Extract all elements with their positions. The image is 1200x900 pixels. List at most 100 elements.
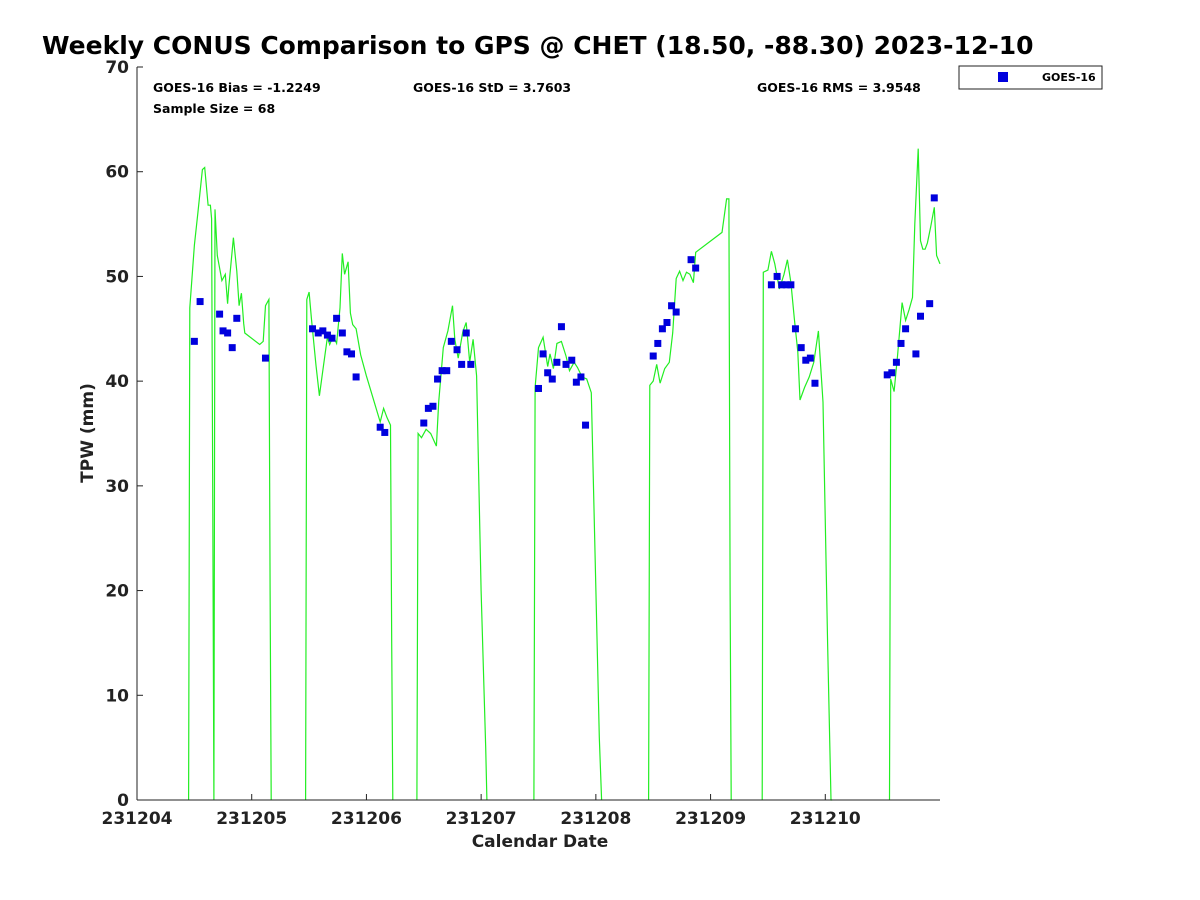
goes16-point xyxy=(458,360,466,368)
goes16-point xyxy=(582,421,590,429)
goes16-point xyxy=(376,423,384,431)
goes16-point xyxy=(562,360,570,368)
goes16-points xyxy=(190,194,938,436)
goes16-point xyxy=(658,325,666,333)
goes16-point xyxy=(420,419,428,427)
y-tick-label: 60 xyxy=(105,163,129,183)
goes16-point xyxy=(333,314,341,322)
x-tick-label: 231210 xyxy=(790,809,861,829)
goes16-point xyxy=(462,329,470,337)
plot-area xyxy=(136,67,941,801)
goes16-point xyxy=(663,319,671,327)
goes16-point xyxy=(649,352,657,360)
goes16-point xyxy=(672,308,680,316)
goes16-point xyxy=(930,194,938,202)
gps-series-line xyxy=(305,253,394,801)
legend-box xyxy=(958,65,1103,90)
goes16-point xyxy=(539,350,547,358)
goes16-point xyxy=(443,367,451,375)
goes16-point xyxy=(802,356,810,364)
y-tick-label: 10 xyxy=(105,686,129,706)
goes16-point xyxy=(557,323,565,331)
goes16-point xyxy=(926,300,934,308)
goes16-point xyxy=(687,256,695,264)
goes16-point xyxy=(902,325,910,333)
goes16-point xyxy=(912,350,920,358)
goes16-point xyxy=(352,373,360,381)
y-tick-label: 70 xyxy=(105,58,129,78)
goes16-point xyxy=(811,379,819,387)
gps-series-line xyxy=(761,251,833,801)
x-tick-label: 231204 xyxy=(102,809,173,829)
goes16-point xyxy=(787,281,795,289)
legend-label: GOES-16 xyxy=(1042,71,1096,84)
y-axis-label: TPW (mm) xyxy=(78,383,98,483)
y-axis-ticks: 0 10 20 30 40 50 60 70 xyxy=(105,58,143,811)
sample-size-stat: Sample Size = 68 xyxy=(153,101,275,116)
goes16-point xyxy=(692,264,700,272)
goes16-point xyxy=(196,298,204,306)
goes16-point xyxy=(319,327,327,335)
std-stat: GOES-16 StD = 3.7603 xyxy=(413,80,571,95)
plot-background xyxy=(137,67,940,800)
goes16-point xyxy=(548,375,556,383)
x-tick-label: 231208 xyxy=(560,809,631,829)
goes16-point xyxy=(453,346,461,354)
goes16-point xyxy=(309,325,317,333)
goes16-point xyxy=(767,281,775,289)
goes16-point xyxy=(224,329,232,337)
goes16-point xyxy=(572,378,580,386)
gps-series-line xyxy=(647,198,732,801)
y-tick-label: 40 xyxy=(105,372,129,392)
goes16-point xyxy=(806,354,814,362)
x-axis-label: Calendar Date xyxy=(472,832,609,852)
x-tick-label: 231206 xyxy=(331,809,402,829)
goes16-point xyxy=(654,339,662,347)
goes16-point xyxy=(228,344,236,352)
goes16-point xyxy=(381,428,389,436)
legend: GOES-16 xyxy=(958,65,1103,90)
goes16-point xyxy=(429,402,437,410)
goes16-point xyxy=(261,354,269,362)
goes16-point xyxy=(553,358,561,366)
goes16-point xyxy=(544,369,552,377)
goes16-point xyxy=(323,331,331,339)
chart-title: Weekly CONUS Comparison to GPS @ CHET (1… xyxy=(42,31,1034,60)
x-tick-label: 231207 xyxy=(446,809,517,829)
goes16-point xyxy=(467,360,475,368)
y-tick-label: 20 xyxy=(105,582,129,602)
gps-series-line xyxy=(188,166,272,801)
goes16-point xyxy=(434,375,442,383)
x-tick-label: 231209 xyxy=(675,809,746,829)
rms-stat: GOES-16 RMS = 3.9548 xyxy=(757,80,921,95)
goes16-point xyxy=(797,344,805,352)
goes16-point xyxy=(216,310,224,318)
goes16-point xyxy=(892,358,900,366)
y-tick-label: 30 xyxy=(105,477,129,497)
goes16-point xyxy=(447,337,455,345)
goes16-point xyxy=(668,302,676,310)
goes16-point xyxy=(328,334,336,342)
goes16-point xyxy=(424,404,432,412)
x-tick-label: 231205 xyxy=(216,809,287,829)
bias-stat: GOES-16 Bias = -1.2249 xyxy=(153,80,321,95)
goes16-point xyxy=(773,272,781,280)
goes16-point xyxy=(916,312,924,320)
goes16-point xyxy=(782,281,790,289)
goes16-point xyxy=(219,327,227,335)
goes16-point xyxy=(791,325,799,333)
goes16-point xyxy=(438,367,446,375)
goes16-point xyxy=(338,329,346,337)
goes16-point xyxy=(897,339,905,347)
x-axis-ticks: 231204 231205 231206 231207 231208 231209 2312… xyxy=(102,794,861,829)
goes16-point xyxy=(343,348,351,356)
goes16-point xyxy=(778,281,786,289)
goes16-point xyxy=(883,371,891,379)
gps-series-line xyxy=(416,305,488,801)
goes16-point xyxy=(314,329,322,337)
goes16-point xyxy=(535,384,542,392)
y-tick-label: 0 xyxy=(117,791,129,811)
goes16-point xyxy=(190,337,198,345)
goes16-point xyxy=(577,373,585,381)
